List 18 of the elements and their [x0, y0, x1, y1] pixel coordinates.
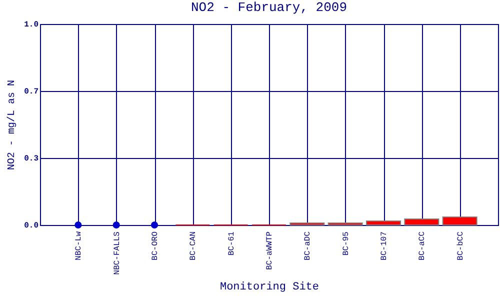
y-tick-label: 0.3 [24, 154, 39, 164]
x-tick-label: BC-107 [380, 231, 389, 260]
x-tick-label: BC-aWWTP [266, 231, 274, 270]
y-tick-label: 1.0 [24, 20, 39, 30]
x-tick-label: BC-aDC [304, 231, 313, 260]
x-tick-label: NBC-FALLS [112, 231, 122, 275]
y-axis-title: NO2 - mg/L as N [6, 80, 18, 170]
x-tick-label: BC-bCC [456, 231, 466, 260]
y-tick-label: 0.0 [24, 222, 39, 230]
x-tick-label: BC-aCC [418, 231, 428, 260]
x-tick-label: BC-CAN [189, 231, 198, 260]
x-tick-label: BC-ORO [151, 231, 160, 260]
y-tick-label: 0.7 [24, 87, 39, 96]
x-tick-label: BC-61 [227, 231, 236, 256]
chart-title: NO2 - February, 2009 [190, 0, 348, 15]
x-tick-label: BC-95 [342, 231, 351, 256]
x-tick-label: NBC-Lw [74, 231, 84, 260]
x-axis-title: Monitoring Site [220, 282, 320, 294]
